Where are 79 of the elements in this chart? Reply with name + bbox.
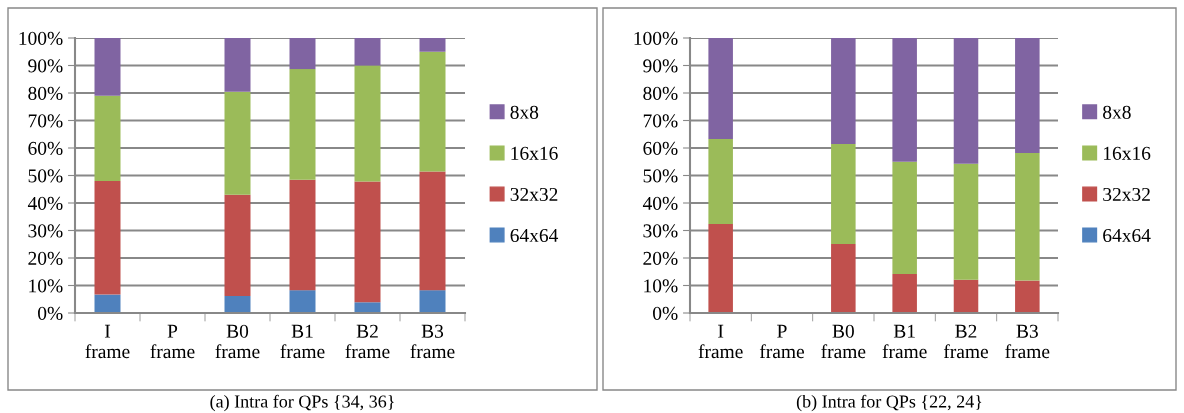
bar <box>419 290 446 313</box>
x-tick-label: I frame <box>85 324 130 359</box>
bar <box>708 138 733 224</box>
bar <box>1015 38 1040 153</box>
legend-label: 64x64 <box>510 228 559 243</box>
bar <box>94 181 121 295</box>
legend-label: 16x16 <box>1104 146 1151 160</box>
y-tick-label: 50% <box>643 169 678 183</box>
bar <box>224 295 251 313</box>
bar <box>419 38 446 52</box>
text: (b) Intra for QPs {22, 24} <box>796 394 982 412</box>
x-tick-label: B3 frame <box>410 324 455 359</box>
y-tick-label: 100% <box>19 31 63 45</box>
bar <box>1015 280 1040 313</box>
y-tick-label: 60% <box>28 141 63 155</box>
y-tick-label: 90% <box>643 59 678 73</box>
x-tick-label: I frame <box>698 324 743 359</box>
y-tick-label: 100% <box>634 31 678 45</box>
y-tick-label: 80% <box>643 86 678 100</box>
x-tick-label: B0 frame <box>215 324 260 359</box>
legend-label: 8x8 <box>510 105 539 119</box>
bar <box>289 179 316 291</box>
y-tick-label: 10% <box>644 279 678 293</box>
bar <box>892 38 917 162</box>
x-tick-label: P frame <box>150 324 195 359</box>
bar <box>831 38 856 144</box>
bar <box>94 95 121 181</box>
bar <box>224 91 251 195</box>
bar <box>892 161 917 274</box>
x-tick-label: B0 frame <box>821 324 866 359</box>
bar <box>419 51 446 172</box>
y-tick-label: 0% <box>38 306 63 320</box>
bar <box>289 38 316 70</box>
bar <box>354 65 381 182</box>
bar <box>94 294 121 313</box>
y-tick-label: 30% <box>28 224 63 238</box>
bar <box>831 143 856 244</box>
bar <box>224 194 251 296</box>
y-tick-label: 60% <box>643 141 678 155</box>
x-tick-label: B3 frame <box>1005 324 1050 359</box>
bar <box>953 38 979 164</box>
y-tick-label: 50% <box>28 169 63 183</box>
x-tick-label: B1 frame <box>882 324 927 359</box>
y-tick-label: 90% <box>28 59 63 73</box>
bar <box>224 38 251 92</box>
y-tick-label: 10% <box>29 279 63 293</box>
bar <box>953 163 979 280</box>
bar <box>831 243 856 313</box>
bar <box>94 38 121 96</box>
bar <box>708 223 733 313</box>
bar <box>354 181 381 303</box>
bar <box>892 273 917 313</box>
legend-label: 32x32 <box>1103 187 1150 201</box>
bar <box>289 290 316 313</box>
bar <box>1015 152 1040 281</box>
bar <box>419 171 446 291</box>
x-tick-label: P frame <box>759 324 804 359</box>
legend-label: 16x16 <box>511 146 558 160</box>
legend-label: 32x32 <box>510 187 558 201</box>
y-tick-label: 70% <box>643 114 678 128</box>
x-tick-label: B2 frame <box>345 324 390 359</box>
bar <box>708 38 733 139</box>
y-tick-label: 30% <box>643 224 678 238</box>
bar <box>953 279 979 313</box>
y-tick-label: 20% <box>28 251 63 265</box>
y-tick-label: 20% <box>643 251 678 265</box>
bar <box>354 38 381 66</box>
y-tick-label: 0% <box>653 306 678 320</box>
legend-label: 8x8 <box>1103 105 1131 119</box>
bar <box>354 302 381 313</box>
text: (a) Intra for QPs {34, 36} <box>210 394 394 412</box>
y-tick-label: 80% <box>28 86 63 100</box>
x-tick-label: B1 frame <box>280 324 325 359</box>
y-tick-label: 70% <box>28 114 63 128</box>
y-tick-label: 40% <box>27 196 63 210</box>
x-tick-label: B2 frame <box>943 324 988 359</box>
bar <box>289 69 316 180</box>
y-tick-label: 40% <box>642 196 678 210</box>
legend-label: 64x64 <box>1103 228 1151 243</box>
